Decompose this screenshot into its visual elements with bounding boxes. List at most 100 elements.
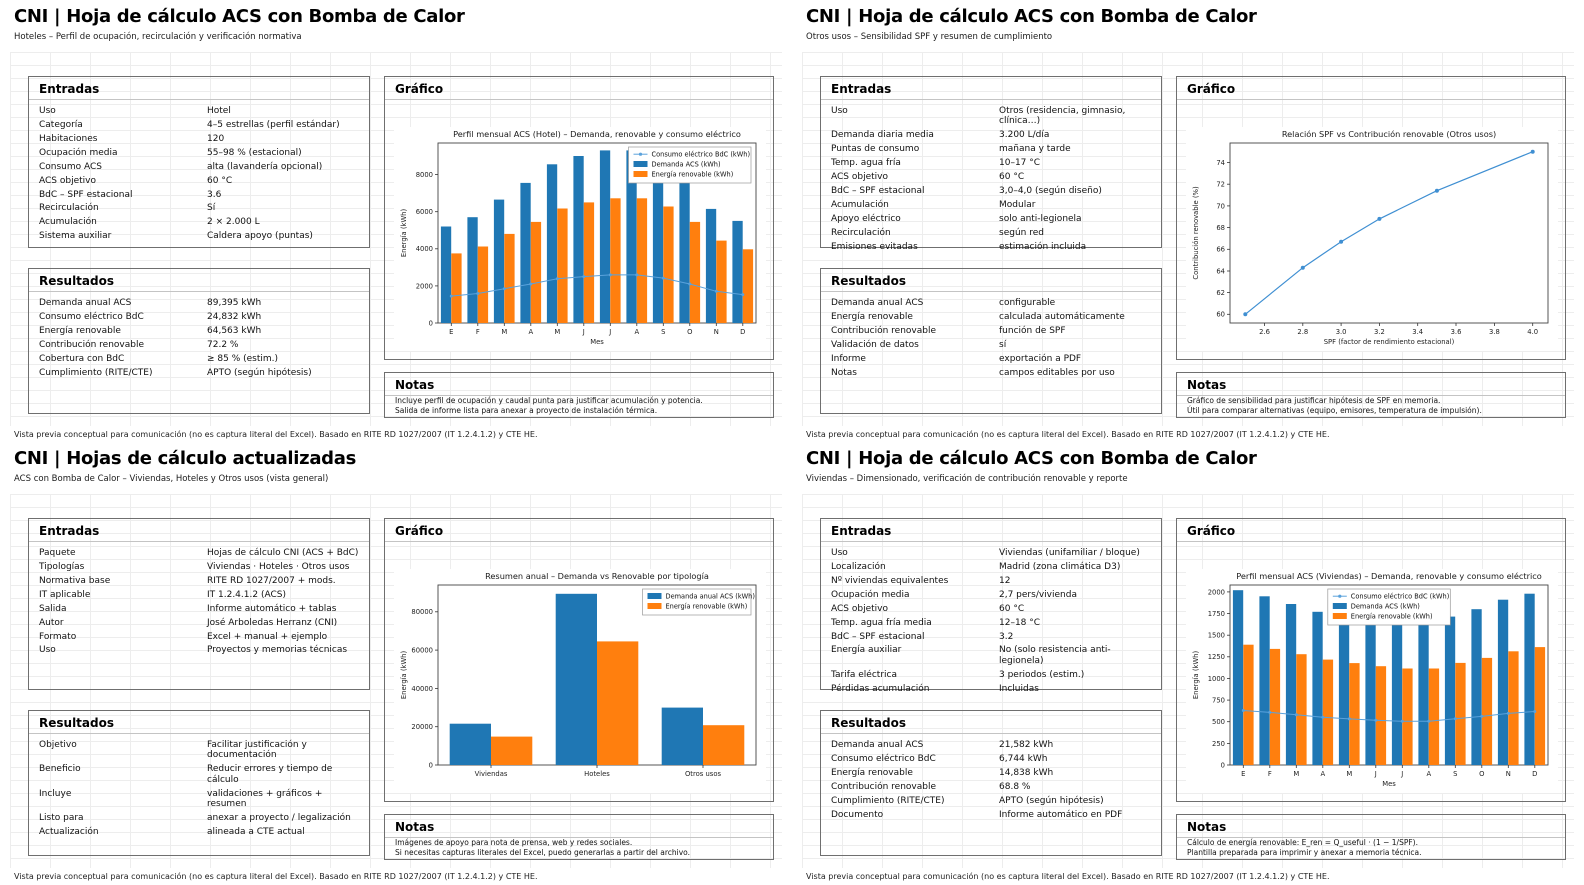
row-value: estimación incluida [999,242,1087,252]
row-label: ACS objetivo [39,175,96,186]
data-row: BdC – SPF estacional 3.6 [29,188,369,202]
row-label: Autor [39,617,64,628]
row-label: Demanda anual ACS [831,297,924,308]
notas-heading: Notas [385,373,773,396]
svg-text:3.8: 3.8 [1489,328,1500,336]
nota-line: Gráfico de sensibilidad para justificar … [1187,396,1441,405]
svg-text:O: O [687,328,692,336]
svg-text:0: 0 [429,319,433,327]
row-label: Contribución renovable [831,781,937,792]
row-label: Apoyo eléctrico [831,214,901,225]
row-value: anexar a proyecto / legalización [207,813,351,824]
svg-text:Consumo eléctrico BdC (kWh): Consumo eléctrico BdC (kWh) [1351,593,1450,601]
row-value: 4–5 estrellas (perfil estándar) [207,119,340,130]
row-label: Listo para [39,813,84,824]
row-value: Caldera apoyo (puntas) [207,231,313,242]
svg-text:Energía renovable (kWh): Energía renovable (kWh) [1351,613,1433,621]
grafico-heading: Gráfico [1177,77,1565,100]
row-value: 2 × 2.000 L [207,217,260,228]
svg-text:6000: 6000 [416,208,433,216]
row-value: 10–17 °C [999,158,1041,169]
svg-text:SPF (factor de rendimiento est: SPF (factor de rendimiento estacional) [1324,338,1455,346]
notas-heading: Notas [385,815,773,838]
row-label: Uso [831,547,848,558]
data-row: Objetivo Facilitar justificación y docume… [29,738,369,763]
svg-text:2000: 2000 [416,282,433,290]
data-row: BdC – SPF estacional 3,0–4,0 (según diseñ… [821,184,1161,198]
row-value: 55–98 % (estacional) [207,147,302,158]
entradas-section: Entradas Uso Otros (residencia, gimnasio,… [820,76,1162,252]
data-row: Listo para anexar a proyecto / legalizaci… [29,812,369,826]
row-value: APTO (según hipótesis) [207,367,312,378]
row-value: 3,0–4,0 (según diseño) [999,186,1102,197]
row-label: Ocupación media [39,147,118,158]
data-row: Uso Otros (residencia, gimnasio, clínica…… [821,104,1161,129]
row-value: Reducir errores y tiempo de cálculo [207,764,333,785]
row-value: Sí [207,203,216,214]
grafico-heading: Gráfico [1177,519,1565,542]
grafico-section: Gráfico Perfil mensual ACS (Hotel) – Dem… [384,76,774,360]
resultados-heading: Resultados [29,711,369,734]
disclaimer-footer: Vista previa conceptual para comunicació… [14,872,538,881]
svg-text:3.6: 3.6 [1451,328,1462,336]
data-row: Acumulación 2 × 2.000 L [29,216,369,230]
svg-text:1500: 1500 [1208,632,1225,640]
row-value: 60 °C [999,603,1025,614]
resultados-rows: Demanda anual ACS 89,395 kWh Consumo eléct… [29,292,369,380]
svg-text:Demanda ACS (kWh): Demanda ACS (kWh) [1351,603,1420,611]
svg-text:A: A [634,328,639,336]
row-value: Proyectos y memorias técnicas [207,645,348,656]
svg-text:1750: 1750 [1208,610,1225,618]
svg-text:Mes: Mes [590,338,604,346]
data-row: Tipologías Viviendas · Hoteles · Otros us… [29,560,369,574]
svg-text:D: D [1532,770,1537,778]
row-label: Energía renovable [39,325,121,336]
svg-text:2.6: 2.6 [1259,328,1270,336]
data-row: Temp. agua fría media 12–18 °C [821,616,1161,630]
row-label: Cumplimiento (RITE/CTE) [39,367,153,378]
resultados-section: Resultados Demanda anual ACS 89,395 kWh Co… [28,268,370,414]
svg-text:M: M [1346,770,1352,778]
row-value: ≥ 85 % (estim.) [207,353,279,364]
svg-text:72: 72 [1216,181,1225,189]
nota-line: Salida de informe lista para anexar a pr… [395,406,658,415]
row-value: 3.6 [207,189,222,200]
svg-text:D: D [740,328,745,336]
svg-text:60: 60 [1216,311,1225,319]
svg-text:20000: 20000 [411,723,433,731]
data-row: Cumplimiento (RITE/CTE) APTO (según hipót… [821,794,1161,808]
row-value: alta (lavandería opcional) [207,161,323,172]
row-label: Consumo ACS [39,161,103,172]
row-label: Paquete [39,547,76,558]
row-label: Recirculación [39,203,99,214]
resultados-rows: Demanda anual ACS configurable Energía ren… [821,292,1161,380]
svg-text:N: N [714,328,719,336]
row-value: 6,744 kWh [999,753,1048,764]
data-row: Demanda anual ACS 89,395 kWh [29,296,369,310]
row-value: 64,563 kWh [207,325,262,336]
data-row: Contribución renovable función de SPF [821,324,1161,338]
row-label: Localización [831,561,886,572]
row-value: validaciones + gráficos + resumen [207,788,323,810]
svg-text:Resumen anual – Demanda vs Ren: Resumen anual – Demanda vs Renovable por… [485,571,709,581]
page-subtitle: ACS con Bomba de Calor – Viviendas, Hote… [14,474,329,484]
data-row: Puntas de consumo mañana y tarde [821,143,1161,157]
data-row: BdC – SPF estacional 3.2 [821,630,1161,644]
data-row: Notas campos editables por uso [821,366,1161,380]
row-value: Excel + manual + ejemplo [207,631,328,642]
row-label: Actualización [39,827,99,838]
row-label: Emisiones evitadas [831,242,918,252]
page-subtitle: Otros usos – Sensibilidad SPF y resumen … [806,32,1053,42]
row-label: Documento [831,809,884,820]
disclaimer-footer: Vista previa conceptual para comunicació… [14,430,538,439]
row-label: Tipologías [39,561,85,572]
page-title: CNI | Hoja de cálculo ACS con Bomba de C… [806,6,1257,27]
svg-text:60000: 60000 [411,647,433,655]
row-value: exportación a PDF [999,353,1082,364]
svg-text:1000: 1000 [1208,675,1225,683]
spreadsheet-grid: Entradas Uso Hotel Categoría 4–5 estrellas … [10,52,782,426]
row-label: Acumulación [39,217,97,228]
row-label: BdC – SPF estacional [39,189,133,200]
svg-text:3.0: 3.0 [1336,328,1347,336]
svg-text:80000: 80000 [411,608,433,616]
